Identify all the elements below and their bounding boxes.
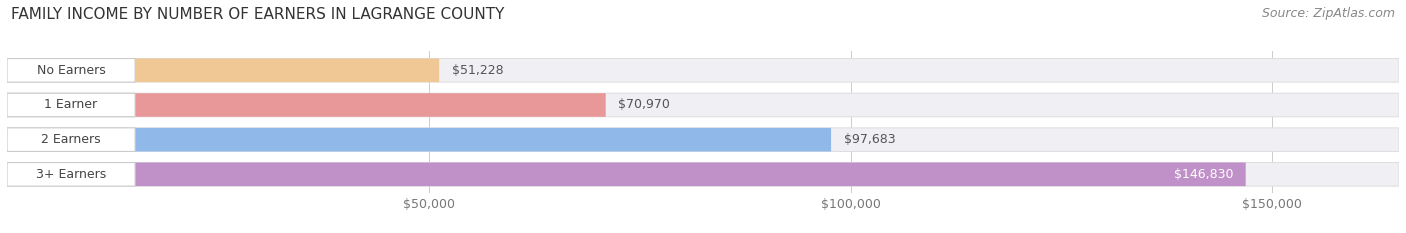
Text: No Earners: No Earners (37, 64, 105, 77)
Text: FAMILY INCOME BY NUMBER OF EARNERS IN LAGRANGE COUNTY: FAMILY INCOME BY NUMBER OF EARNERS IN LA… (11, 7, 505, 22)
Text: 2 Earners: 2 Earners (41, 133, 101, 146)
Text: $146,830: $146,830 (1174, 168, 1233, 181)
Text: 3+ Earners: 3+ Earners (37, 168, 107, 181)
Text: $51,228: $51,228 (451, 64, 503, 77)
FancyBboxPatch shape (7, 163, 1246, 186)
FancyBboxPatch shape (7, 128, 1399, 151)
Text: Source: ZipAtlas.com: Source: ZipAtlas.com (1261, 7, 1395, 20)
FancyBboxPatch shape (7, 93, 606, 117)
Text: $97,683: $97,683 (844, 133, 896, 146)
FancyBboxPatch shape (7, 58, 1399, 82)
Text: 1 Earner: 1 Earner (45, 99, 97, 112)
FancyBboxPatch shape (7, 128, 831, 151)
FancyBboxPatch shape (7, 163, 1399, 186)
Text: $70,970: $70,970 (619, 99, 671, 112)
FancyBboxPatch shape (7, 93, 135, 117)
FancyBboxPatch shape (7, 163, 135, 186)
FancyBboxPatch shape (7, 58, 439, 82)
FancyBboxPatch shape (7, 128, 135, 151)
FancyBboxPatch shape (7, 93, 1399, 117)
FancyBboxPatch shape (7, 58, 135, 82)
